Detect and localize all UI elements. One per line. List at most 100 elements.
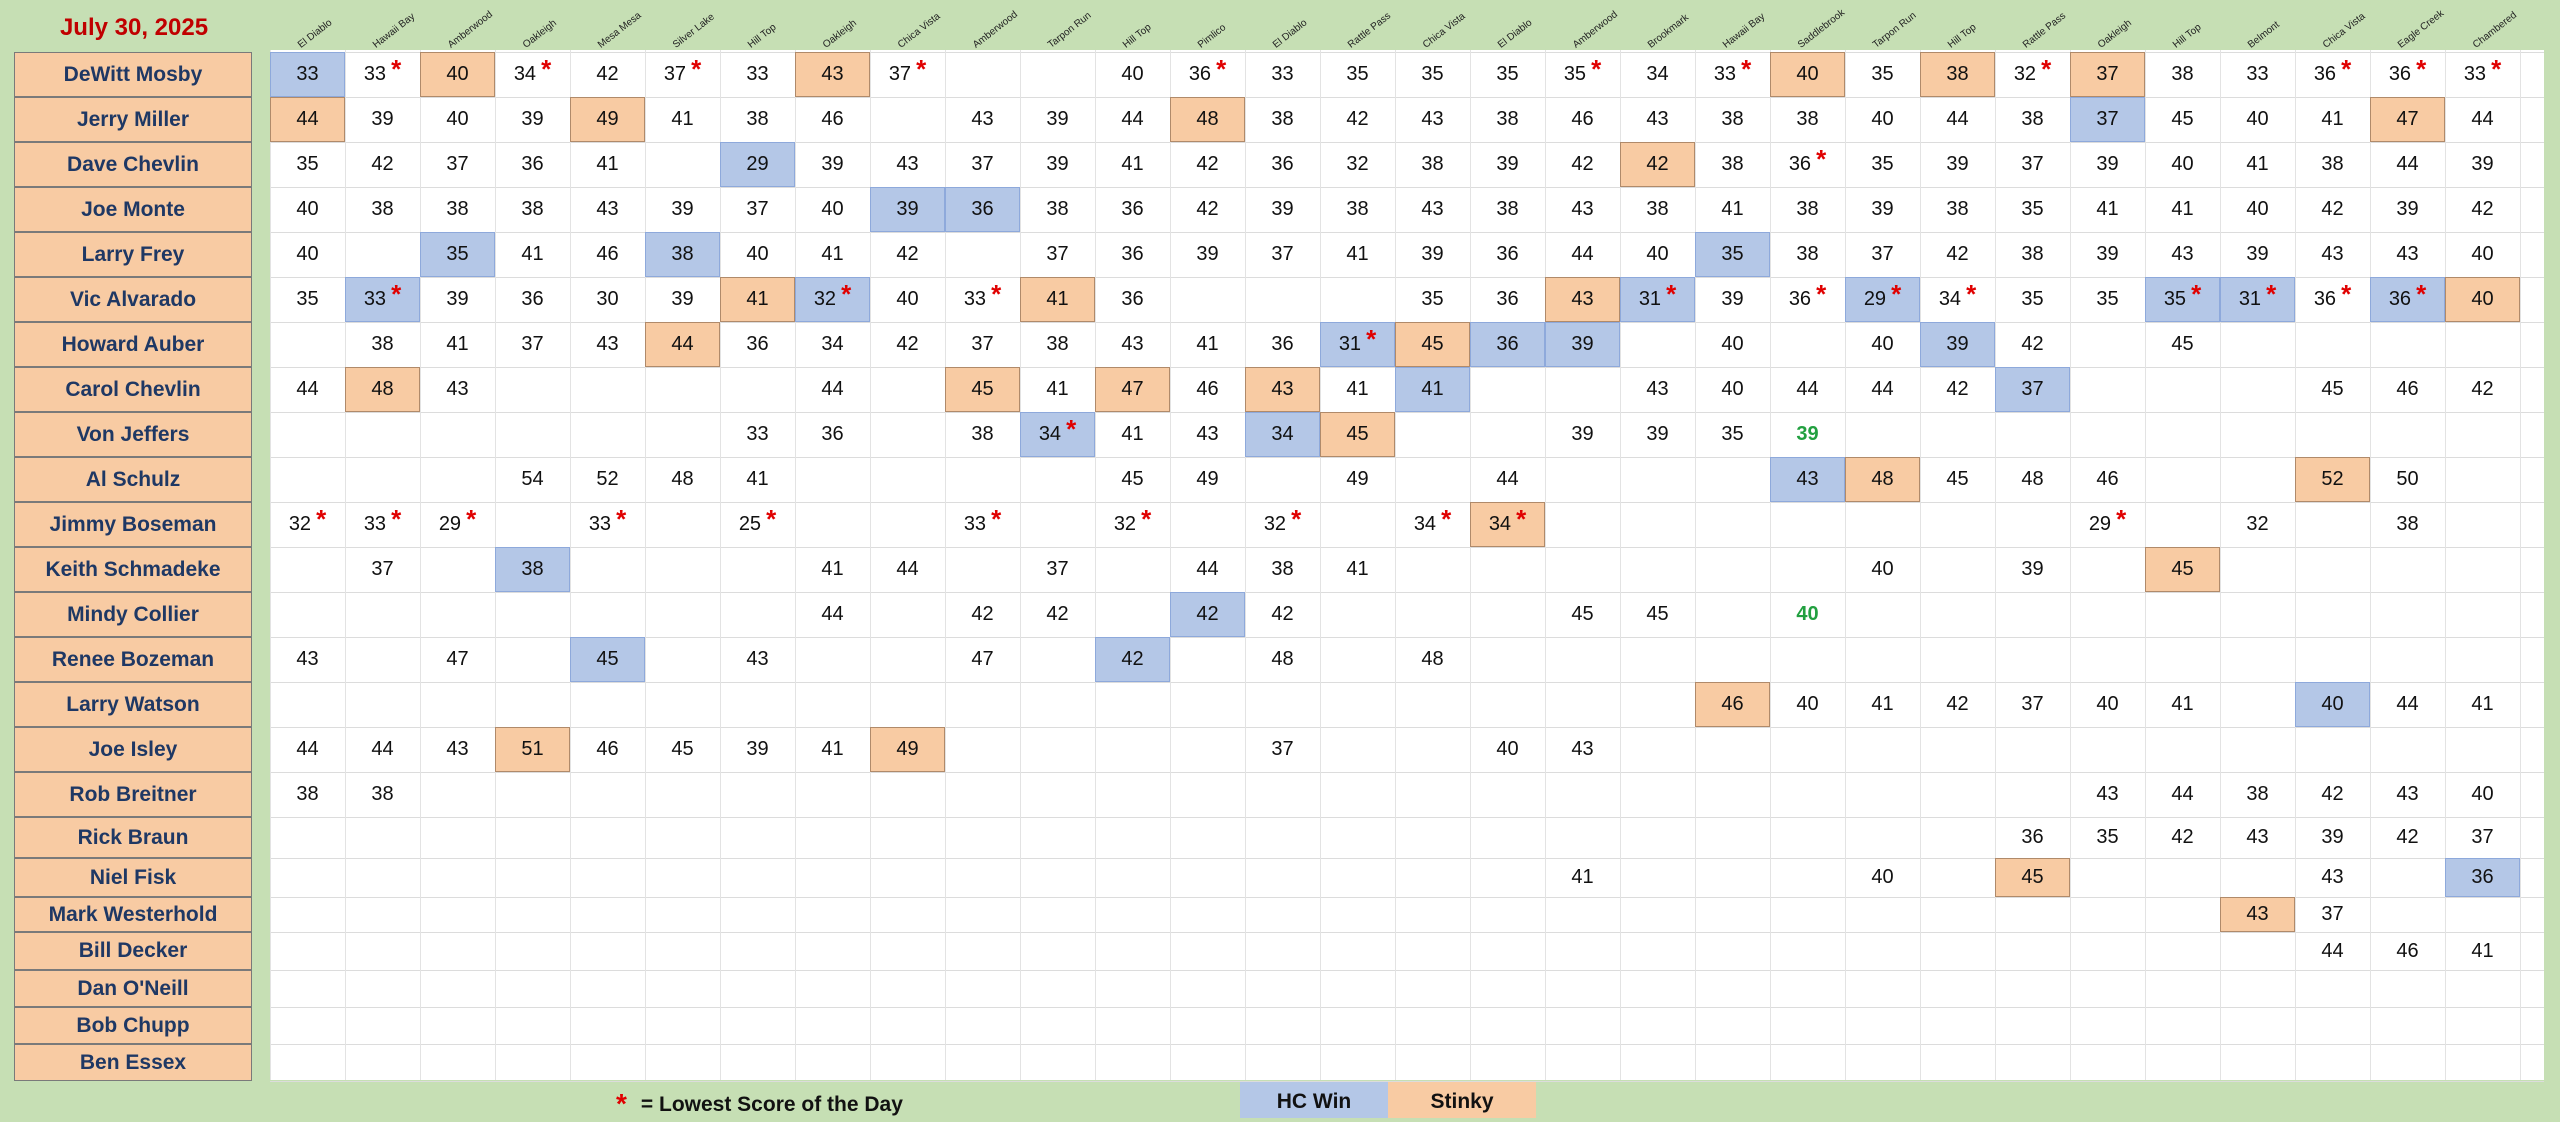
score-value: 47 [2396, 108, 2419, 130]
score-cell: 42 [945, 592, 1020, 637]
score-cell: 44 [795, 592, 870, 637]
score-value: 31 [1638, 288, 1662, 310]
grid-col-line [1845, 50, 1846, 1080]
grid-col-line [645, 50, 646, 1080]
score-value: 44 [1871, 378, 1894, 400]
score-cell: 36 [1245, 142, 1320, 187]
score-value: 43 [896, 153, 919, 175]
score-cell: 44 [1095, 97, 1170, 142]
score-cell: 33 * [345, 52, 420, 97]
score-value: 40 [1796, 63, 1819, 85]
score-value: 41 [821, 243, 844, 265]
score-value: 49 [596, 108, 619, 130]
star-icon: * [391, 54, 402, 84]
score-value: 46 [2396, 378, 2419, 400]
score-value: 40 [1871, 558, 1894, 580]
score-cell: 37 [945, 322, 1020, 367]
star-icon: * [916, 54, 927, 84]
score-value: 37 [2021, 153, 2044, 175]
score-value: 37 [746, 198, 769, 220]
score-value: 45 [1121, 468, 1144, 490]
score-value: 46 [596, 738, 619, 760]
star-icon: * [691, 54, 702, 84]
score-value: 36 [2388, 288, 2412, 310]
score-cell: 38 [2295, 142, 2370, 187]
score-value: 36 [746, 333, 769, 355]
score-cell: 42 [1545, 142, 1620, 187]
score-cell: 41 [1095, 142, 1170, 187]
course-header: Chambered [2471, 9, 2519, 51]
score-value: 40 [296, 243, 319, 265]
star-icon: * [1066, 414, 1077, 444]
score-cell: 38 [1620, 187, 1695, 232]
score-cell: 40 [1770, 52, 1845, 97]
score-cell: 40 [2220, 187, 2295, 232]
score-cell: 40 [795, 187, 870, 232]
score-cell: 36 * [1170, 52, 1245, 97]
score-value: 39 [1721, 288, 1744, 310]
score-cell: 40 [1470, 727, 1545, 772]
score-cell: 37 [345, 547, 420, 592]
score-cell: 43 [1545, 277, 1620, 322]
score-value: 34 [1646, 63, 1669, 85]
score-value: 39 [1571, 333, 1594, 355]
score-value: 39 [371, 108, 394, 130]
player-name: Larry Frey [14, 232, 252, 277]
score-value: 42 [2021, 333, 2044, 355]
score-cell: 46 [795, 97, 870, 142]
score-value: 43 [821, 63, 844, 85]
score-cell: 41 [1695, 187, 1770, 232]
score-value: 41 [1346, 378, 1369, 400]
score-cell: 37 [1020, 547, 1095, 592]
score-value: 38 [1421, 153, 1444, 175]
score-cell: 44 [2370, 142, 2445, 187]
score-cell: 42 [1020, 592, 1095, 637]
grid-col-line [1695, 50, 1696, 1080]
score-cell: 44 [1470, 457, 1545, 502]
score-cell: 39 [1920, 322, 1995, 367]
score-cell: 41 [795, 727, 870, 772]
score-value: 36 [1121, 243, 1144, 265]
score-cell: 36 [1470, 322, 1545, 367]
score-cell: 49 [570, 97, 645, 142]
score-value: 35 [2096, 288, 2119, 310]
score-value: 33 [746, 423, 769, 445]
player-name: Mindy Collier [14, 592, 252, 637]
score-cell: 37 * [870, 52, 945, 97]
score-value: 42 [2321, 198, 2344, 220]
score-value: 33 [1271, 63, 1294, 85]
star-icon: * [2341, 54, 2352, 84]
score-value: 35 [1496, 63, 1519, 85]
grid-col-line [1095, 50, 1096, 1080]
score-cell: 41 [645, 97, 720, 142]
score-cell: 43 [1545, 187, 1620, 232]
grid-col-line [570, 50, 571, 1080]
score-cell: 38 [720, 97, 795, 142]
score-value: 37 [2321, 903, 2344, 925]
score-value: 29 [438, 513, 462, 535]
score-value: 40 [2471, 783, 2494, 805]
score-cell: 43 [870, 142, 945, 187]
score-value: 37 [971, 153, 994, 175]
score-cell: 38 [1470, 97, 1545, 142]
score-cell: 45 [1545, 592, 1620, 637]
score-value: 32 [288, 513, 312, 535]
score-value: 39 [2096, 243, 2119, 265]
score-value: 49 [1196, 468, 1219, 490]
score-cell: 44 [1170, 547, 1245, 592]
score-cell: 31 * [1620, 277, 1695, 322]
score-cell: 46 [1695, 682, 1770, 727]
score-cell: 34 * [1470, 502, 1545, 547]
score-value: 39 [446, 288, 469, 310]
score-value: 37 [371, 558, 394, 580]
score-value: 37 [1046, 558, 1069, 580]
score-cell: 40 [2445, 232, 2520, 277]
score-value: 37 [2021, 378, 2044, 400]
score-cell: 39 [2070, 142, 2145, 187]
score-cell: 43 [1395, 97, 1470, 142]
score-value: 38 [1946, 63, 1969, 85]
score-value: 38 [971, 423, 994, 445]
score-value: 40 [1871, 108, 1894, 130]
grid-row-line [270, 547, 2544, 548]
score-cell: 41 [1095, 412, 1170, 457]
